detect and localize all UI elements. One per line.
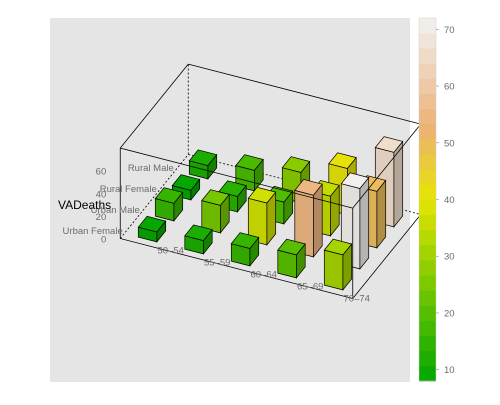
bar-top-face — [201, 189, 230, 206]
row-label: Rural Female — [100, 184, 157, 195]
color-key-bin — [419, 123, 436, 140]
bar-front-face — [323, 249, 344, 291]
bar-side-face — [393, 140, 404, 228]
bar-side-face — [359, 176, 370, 270]
bar-top-face — [230, 232, 260, 249]
color-key-tick-label: 10 — [444, 365, 455, 376]
color-key-tick-label: 40 — [444, 195, 455, 206]
bar-0-0 — [137, 215, 167, 243]
color-key-bin — [419, 244, 436, 261]
bar-top-face — [294, 179, 323, 196]
col-label: 50–54 — [158, 246, 184, 257]
color-key: 10 20 30 40 50 60 70 — [418, 17, 455, 382]
bar-side-face — [313, 183, 323, 258]
bar-0-3 — [277, 238, 306, 279]
bar-top-face — [137, 215, 167, 233]
axis-labels-group: Urban Female Urban Male Rural Female Rural … — [63, 163, 370, 305]
bar-0-2 — [230, 232, 260, 267]
bar-top-face — [323, 238, 353, 256]
bar-top-face — [171, 174, 201, 191]
color-key-bin — [419, 48, 436, 64]
col-label: 65–69 — [297, 282, 323, 293]
z-axis-title: VADeaths — [58, 198, 111, 212]
box-edge-top-left — [119, 63, 189, 149]
bar-top-face — [154, 187, 184, 204]
box-front-edges — [119, 63, 422, 299]
color-key-tick-label: 30 — [444, 252, 455, 263]
color-key-bin — [419, 214, 436, 231]
z-tick-label: 20 — [96, 212, 107, 223]
color-key-bin — [419, 184, 436, 200]
bar-top-face — [340, 172, 370, 189]
z-tick-label: 0 — [101, 235, 106, 246]
color-key-bin — [419, 320, 436, 337]
color-key-bin — [419, 229, 436, 246]
bar-top-face — [247, 186, 277, 204]
box-edge-front-bottom — [120, 238, 353, 299]
color-key-tick-label: 20 — [444, 308, 455, 319]
col-label: 70–74 — [344, 294, 370, 305]
bar-side-face — [376, 179, 387, 249]
color-key-bin — [419, 154, 436, 170]
bar-3-0 — [188, 149, 218, 180]
row-label: Rural Male — [128, 163, 174, 174]
bar-top-face — [184, 224, 213, 241]
color-key-bin — [419, 275, 436, 291]
box-edge-top-right — [352, 123, 422, 209]
color-key-bin — [419, 78, 436, 95]
row-label: Urban Female — [63, 226, 123, 237]
bar-1-0 — [154, 187, 184, 222]
bar-1-1 — [201, 189, 230, 234]
color-key-bin — [419, 335, 436, 352]
color-key-bin — [419, 305, 436, 321]
color-key-tick-label: 60 — [444, 82, 455, 93]
bar-0-4 — [323, 238, 353, 291]
col-label: 55–59 — [204, 258, 230, 269]
color-key-bin — [419, 139, 436, 155]
bar-1-3 — [294, 179, 323, 258]
color-key-bin — [419, 63, 436, 79]
z-tick-label: 60 — [96, 167, 107, 178]
box-edge-right-bottom — [352, 214, 422, 299]
bar-top-face — [374, 136, 404, 153]
bar-1-2 — [247, 186, 277, 246]
color-key-bin — [419, 260, 436, 276]
z-tick-label: 40 — [96, 189, 107, 200]
color-key-bin — [419, 199, 436, 216]
bar-top-face — [277, 238, 306, 256]
color-key-tick-label: 70 — [444, 25, 455, 36]
box-edge-top-back — [188, 63, 421, 125]
col-label: 60–64 — [251, 270, 277, 281]
bar-top-face — [235, 154, 264, 171]
bar-top-face — [328, 152, 357, 169]
box-edge-top-front — [120, 147, 353, 209]
color-key-bin — [419, 290, 436, 306]
color-key-bin — [419, 108, 436, 125]
color-key-bin — [419, 93, 436, 110]
color-key-bin — [419, 33, 436, 49]
color-key-bin — [419, 365, 436, 382]
bar-top-face — [188, 149, 218, 166]
bar-0-1 — [184, 224, 213, 255]
color-key-bin — [419, 18, 436, 34]
color-key-bin — [419, 350, 436, 367]
color-key-bin — [419, 169, 436, 185]
color-key-tick-label: 50 — [444, 138, 455, 149]
row-label: Urban Male — [91, 205, 140, 216]
bar-top-face — [281, 156, 311, 173]
bars-group — [137, 136, 404, 291]
bar-top-face — [218, 180, 247, 197]
